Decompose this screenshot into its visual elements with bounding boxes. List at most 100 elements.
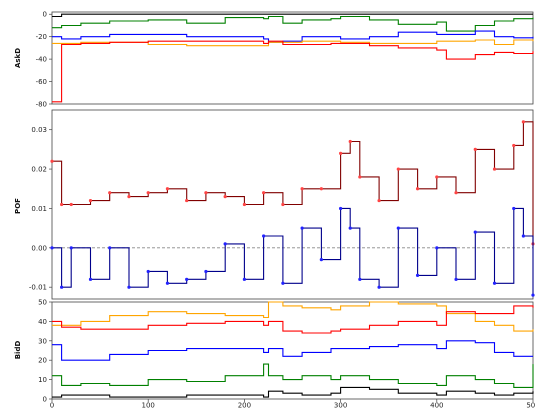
y-tick-label: -60: [36, 78, 47, 86]
y-tick-label: 50: [38, 299, 47, 307]
series-point: [319, 258, 323, 262]
series-line: [52, 121, 534, 244]
series-line: [52, 386, 534, 398]
series-point: [242, 277, 246, 281]
series-point: [348, 139, 352, 144]
series-line: [52, 13, 533, 18]
series-line: [52, 207, 534, 296]
series-point: [435, 246, 439, 250]
y-tick-label: 0.00: [31, 244, 47, 252]
series-point: [146, 269, 150, 274]
series-line: [52, 39, 534, 47]
series-line: [52, 30, 534, 43]
series-point: [492, 167, 497, 171]
x-tick-label: 300: [334, 402, 347, 408]
y-tick-label: 10: [38, 376, 47, 384]
series-point: [223, 242, 227, 246]
series-point: [60, 285, 64, 289]
y-tick-label: 0: [43, 396, 47, 404]
y-tick-label: 0.03: [31, 126, 47, 134]
series-point: [358, 175, 362, 179]
series-point: [262, 191, 266, 195]
series-point: [348, 226, 352, 230]
y-tick-label: -80: [36, 101, 47, 109]
series-point: [281, 202, 285, 207]
series-point: [512, 206, 516, 211]
bidd-axis-label: BidD: [14, 341, 22, 360]
series-point: [531, 293, 535, 297]
series-point: [127, 285, 131, 289]
askd-axis-label: AskD: [14, 48, 22, 68]
series-point: [300, 187, 304, 191]
bidd-panel: BidD 010203040500100200300400500: [14, 299, 535, 408]
series-point: [88, 198, 93, 203]
series-point: [415, 187, 420, 191]
series-point: [262, 234, 266, 238]
series-line: [52, 363, 534, 388]
series-line: [52, 340, 533, 361]
series-line: [52, 40, 534, 103]
series-point: [127, 195, 131, 199]
x-tick-label: 200: [238, 402, 251, 408]
series-point: [415, 273, 420, 277]
series-point: [454, 277, 458, 281]
y-tick-label: 0: [43, 11, 47, 19]
series-point: [300, 226, 304, 230]
y-tick-label: 0.01: [31, 205, 47, 213]
y-tick-label: 20: [38, 357, 47, 365]
series-point: [396, 167, 400, 171]
y-tick-label: -0.01: [29, 284, 47, 292]
series-point: [69, 246, 73, 250]
series-point: [185, 277, 189, 281]
askd-panel: AskD 0 -20 -40 -60 -80: [14, 11, 534, 109]
series-point: [492, 281, 497, 285]
pof-axis-label: POF: [14, 198, 22, 214]
x-tick-label: 100: [142, 402, 155, 408]
series-point: [339, 206, 343, 211]
y-tick-label: 30: [38, 337, 47, 345]
series-point: [108, 246, 112, 250]
series-point: [223, 195, 227, 199]
series-point: [521, 234, 525, 238]
series-point: [69, 202, 73, 207]
series-point: [88, 277, 93, 281]
series-point: [435, 175, 439, 179]
series-point: [146, 191, 150, 195]
series-point: [377, 285, 381, 289]
series-point: [377, 198, 381, 203]
series-point: [108, 191, 112, 195]
series-point: [521, 120, 525, 124]
series-point: [165, 187, 170, 191]
series-point: [512, 143, 516, 148]
plot-frame: [51, 301, 534, 400]
x-tick-label: 400: [430, 402, 443, 408]
series-point: [454, 191, 458, 195]
series-point: [50, 246, 54, 250]
series-point: [242, 202, 246, 207]
series-point: [281, 281, 285, 285]
y-tick-label: 0.02: [31, 166, 47, 174]
series-point: [185, 198, 189, 203]
y-tick-label: -20: [36, 33, 47, 41]
series-line: [52, 301, 534, 332]
series-line: [52, 305, 534, 334]
x-tick-label: 500: [526, 402, 535, 408]
series-point: [473, 147, 477, 151]
series-line: [52, 15, 534, 32]
series-point: [339, 151, 343, 155]
series-point: [204, 269, 208, 274]
plot-frame: [51, 11, 534, 105]
y-tick-label: -40: [36, 56, 47, 64]
series-point: [165, 281, 170, 285]
series-point: [204, 191, 208, 195]
series-point: [319, 187, 323, 191]
series-point: [60, 202, 64, 207]
series-point: [358, 277, 362, 281]
series-point: [396, 226, 400, 230]
x-tick-label: 0: [50, 402, 54, 408]
pof-panel: POF 0.03 0.02 0.01 0.00 -0.01: [14, 109, 535, 300]
series-point: [50, 159, 54, 163]
y-tick-label: 40: [38, 318, 47, 326]
series-point: [473, 230, 477, 234]
